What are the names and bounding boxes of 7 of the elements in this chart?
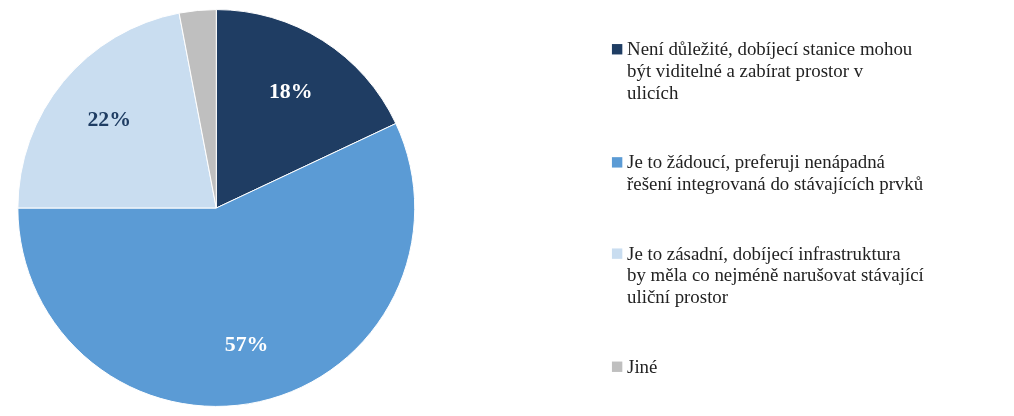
data-label: 18%	[268, 78, 313, 103]
legend-label: Jiné	[627, 355, 658, 377]
legend-label: Je to žádoucí, preferuji nenápadná řešení integrovaná do stávajících prvků	[627, 151, 924, 195]
data-label: 57%	[224, 331, 269, 356]
legend-label: Je to zásadní, dobíjecí infrastruktura by měla co nejméně narušovat stávající uliční prostor	[627, 242, 925, 308]
legend-label: Není důležité, dobíjecí stanice mohou být viditelné a zabírat prostor v ulicích	[627, 38, 913, 103]
data-label: 22%	[87, 107, 132, 132]
